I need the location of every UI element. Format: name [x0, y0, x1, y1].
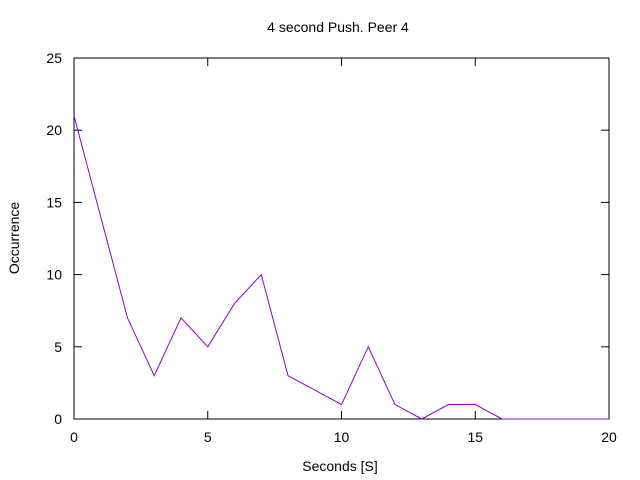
y-tick-label: 5 — [54, 339, 62, 355]
x-tick-label: 0 — [70, 429, 78, 445]
axis-ticks — [73, 57, 610, 420]
y-axis-label: Occurrence — [6, 202, 22, 275]
x-axis-label: Seconds [S] — [302, 458, 378, 474]
y-tick-label: 0 — [54, 411, 62, 427]
axis-tick-labels: 0 5 10 15 20 0 5 10 15 20 25 — [46, 50, 617, 445]
x-tick-label: 5 — [204, 429, 212, 445]
y-tick-label: 15 — [46, 194, 62, 210]
x-tick-label: 20 — [601, 429, 617, 445]
y-tick-label: 25 — [46, 50, 62, 66]
y-tick-label: 20 — [46, 122, 62, 138]
chart-title: 4 second Push. Peer 4 — [267, 19, 409, 35]
x-tick-label: 15 — [467, 429, 483, 445]
series-group — [73, 115, 609, 420]
plot-frame — [73, 57, 610, 420]
x-tick-label: 10 — [334, 429, 350, 445]
y-tick-label: 10 — [46, 267, 62, 283]
series-line-0 — [73, 115, 609, 420]
